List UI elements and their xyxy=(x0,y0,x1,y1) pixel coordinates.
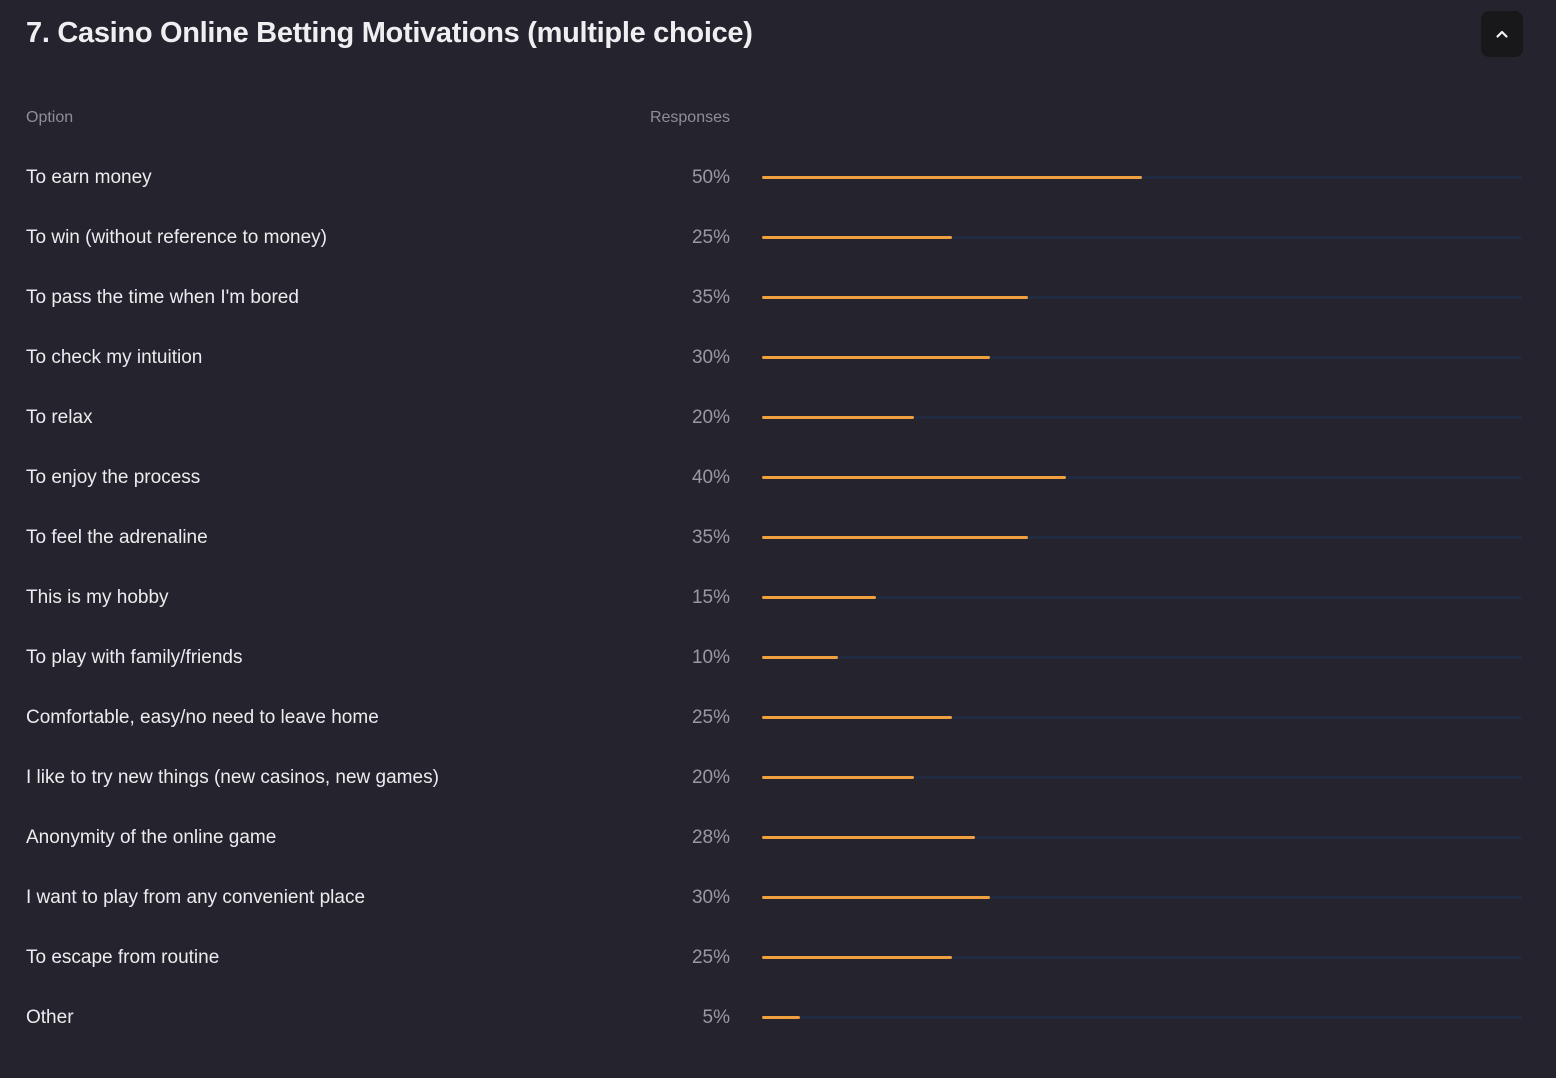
response-value: 40% xyxy=(691,467,730,488)
option-label: To feel the adrenaline xyxy=(26,527,208,548)
response-value: 15% xyxy=(691,587,730,608)
bar xyxy=(762,956,952,959)
bar-track xyxy=(762,356,1522,359)
bar-track xyxy=(762,416,1522,419)
response-value: 30% xyxy=(691,887,730,908)
response-value: 5% xyxy=(702,1007,730,1028)
option-label: This is my hobby xyxy=(26,587,169,608)
bar-track xyxy=(762,836,1522,839)
bar-track xyxy=(762,656,1522,659)
bar-track xyxy=(762,896,1522,899)
column-header-responses: Responses xyxy=(649,109,730,126)
bar-track xyxy=(762,716,1522,719)
bar xyxy=(762,296,1028,299)
bar xyxy=(762,176,1142,179)
response-value: 28% xyxy=(691,827,730,848)
response-value: 25% xyxy=(691,227,730,248)
option-label: To check my intuition xyxy=(26,347,203,368)
bar-track xyxy=(762,1016,1522,1019)
bar xyxy=(762,236,952,239)
bar xyxy=(762,896,990,899)
response-value: 20% xyxy=(691,407,730,428)
option-label: To escape from routine xyxy=(26,947,220,968)
response-row: Comfortable, easy/no need to leave home 2… xyxy=(0,688,1556,748)
column-header-option: Option xyxy=(26,109,74,126)
chevron-up-icon xyxy=(1496,30,1508,38)
response-value: 30% xyxy=(691,347,730,368)
option-label: I like to try new things (new casinos, n… xyxy=(26,767,439,788)
response-row: To win (without reference to money) 25% xyxy=(0,208,1556,268)
bar-track xyxy=(762,956,1522,959)
response-row: I want to play from any convenient place… xyxy=(0,868,1556,928)
page-title: 7. Casino Online Betting Motivations (mu… xyxy=(26,17,753,49)
bar xyxy=(762,1016,800,1019)
bar xyxy=(762,356,990,359)
response-row: To escape from routine 25% xyxy=(0,928,1556,988)
bar xyxy=(762,536,1028,539)
option-label: To relax xyxy=(26,407,93,428)
response-value: 50% xyxy=(691,167,730,188)
option-label: I want to play from any convenient place xyxy=(26,887,366,908)
response-row: I like to try new things (new casinos, n… xyxy=(0,748,1556,808)
response-value: 25% xyxy=(691,707,730,728)
bar xyxy=(762,416,914,419)
bar-track xyxy=(762,296,1522,299)
bar-track xyxy=(762,596,1522,599)
response-row: Other 5% xyxy=(0,988,1556,1048)
response-row: To pass the time when I'm bored 35% xyxy=(0,268,1556,328)
bar xyxy=(762,476,1066,479)
option-label: Anonymity of the online game xyxy=(26,827,277,848)
bar xyxy=(762,836,975,839)
response-value: 25% xyxy=(691,947,730,968)
option-label: To win (without reference to money) xyxy=(26,227,327,248)
option-label: Comfortable, easy/no need to leave home xyxy=(26,707,379,728)
response-row: To relax 20% xyxy=(0,388,1556,448)
option-label: To earn money xyxy=(26,167,152,188)
response-row: To play with family/friends 10% xyxy=(0,628,1556,688)
response-value: 20% xyxy=(691,767,730,788)
bar xyxy=(762,656,838,659)
option-label: To enjoy the process xyxy=(26,467,201,488)
response-row: To enjoy the process 40% xyxy=(0,448,1556,508)
bar xyxy=(762,776,914,779)
bar xyxy=(762,716,952,719)
response-value: 35% xyxy=(691,527,730,548)
collapse-button[interactable] xyxy=(1481,11,1523,57)
option-label: To play with family/friends xyxy=(26,647,243,668)
response-row: This is my hobby 15% xyxy=(0,568,1556,628)
option-label: Other xyxy=(26,1007,74,1028)
response-row: To earn money 50% xyxy=(0,148,1556,208)
bar-track xyxy=(762,476,1522,479)
response-value: 10% xyxy=(691,647,730,668)
response-value: 35% xyxy=(691,287,730,308)
bar-track xyxy=(762,776,1522,779)
bar xyxy=(762,596,876,599)
response-list: To earn money 50% To win (without referenc… xyxy=(0,148,1556,1048)
response-row: To check my intuition 30% xyxy=(0,328,1556,388)
response-row: To feel the adrenaline 35% xyxy=(0,508,1556,568)
option-label: To pass the time when I'm bored xyxy=(26,287,299,308)
response-row: Anonymity of the online game 28% xyxy=(0,808,1556,868)
bar-track xyxy=(762,176,1522,179)
bar-track xyxy=(762,536,1522,539)
bar-track xyxy=(762,236,1522,239)
